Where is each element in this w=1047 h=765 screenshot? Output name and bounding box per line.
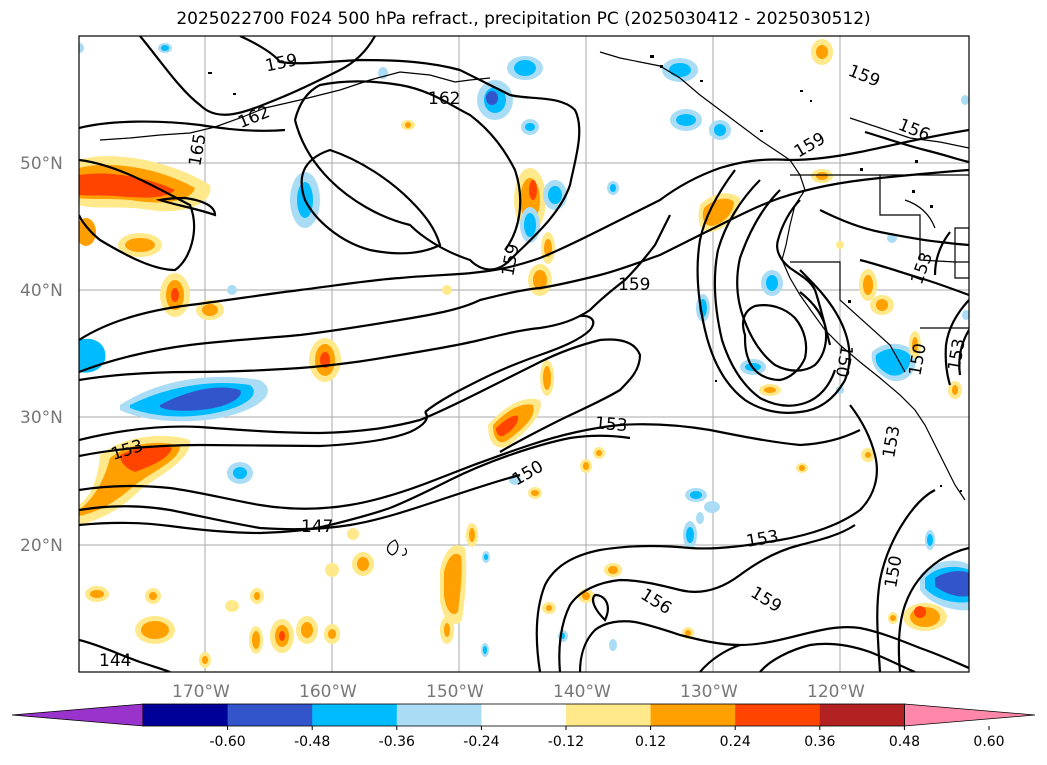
- colorbar-tick-label: -0.12: [548, 734, 584, 750]
- lon-label-170w: 170°W: [172, 682, 230, 702]
- map-frame: [78, 35, 970, 673]
- colorbar-segment: [227, 704, 313, 726]
- colorbar-tick-label: 0.36: [804, 734, 835, 750]
- contour-label-159-east: 159: [618, 275, 650, 295]
- colorbar-segment: [312, 704, 398, 726]
- colorbar-segment: [735, 704, 821, 726]
- contour-label-162-center: 162: [428, 89, 460, 109]
- lon-label-150w: 150°W: [426, 682, 484, 702]
- colorbar-segment: [650, 704, 736, 726]
- colorbar-extend-low: [11, 703, 144, 727]
- small-islands: [208, 55, 962, 492]
- colorbar-tick-label: 0.12: [635, 734, 666, 750]
- colorbar-segment: [396, 704, 482, 726]
- colorbar: -0.60 -0.48 -0.36 -0.24 -0.12 0.12 0.24 0.36 0.4…: [11, 703, 1036, 750]
- map-title: 2025022700 F024 500 hPa refract., precip…: [176, 9, 871, 29]
- colorbar-tick-label: 0.24: [720, 734, 751, 750]
- colorbar-tick-label: -0.36: [379, 734, 415, 750]
- lon-label-120w: 120°W: [807, 682, 865, 702]
- lat-label-20n: 20°N: [20, 536, 63, 556]
- colorbar-segment: [819, 704, 905, 726]
- contour-label-147: 147: [301, 517, 333, 537]
- contour-label-144: 144: [99, 651, 131, 671]
- colorbar-segment: [566, 704, 652, 726]
- latitude-labels: 50°N 40°N 30°N 20°N: [20, 154, 63, 556]
- map-panel: 159 162 162 165 159 159 156 159 159 153 …: [79, 36, 969, 672]
- lat-label-40n: 40°N: [20, 281, 63, 301]
- lon-label-160w: 160°W: [299, 682, 357, 702]
- contour-label-153-center: 153: [594, 413, 628, 436]
- colorbar-segment: [143, 704, 229, 726]
- colorbar-tick-label: -0.48: [294, 734, 330, 750]
- colorbar-tick-label: 0.48: [889, 734, 920, 750]
- colorbar-outline: [142, 703, 905, 727]
- lon-label-140w: 140°W: [553, 682, 611, 702]
- colorbar-tick-label: 0.60: [973, 734, 1004, 750]
- colorbar-segment: [481, 704, 567, 726]
- colorbar-tick-label: -0.60: [209, 734, 245, 750]
- colorbar-extend-high: [904, 703, 1036, 727]
- contour-label-153-far: 153: [944, 337, 969, 372]
- contour-lines: [79, 36, 969, 672]
- lat-label-50n: 50°N: [20, 154, 63, 174]
- longitude-labels: 170°W 160°W 150°W 140°W 130°W 120°W: [172, 682, 865, 702]
- lon-label-130w: 130°W: [680, 682, 738, 702]
- coastlines: [99, 51, 969, 556]
- lat-label-30n: 30°N: [20, 408, 63, 428]
- colorbar-tick-label: -0.24: [463, 734, 499, 750]
